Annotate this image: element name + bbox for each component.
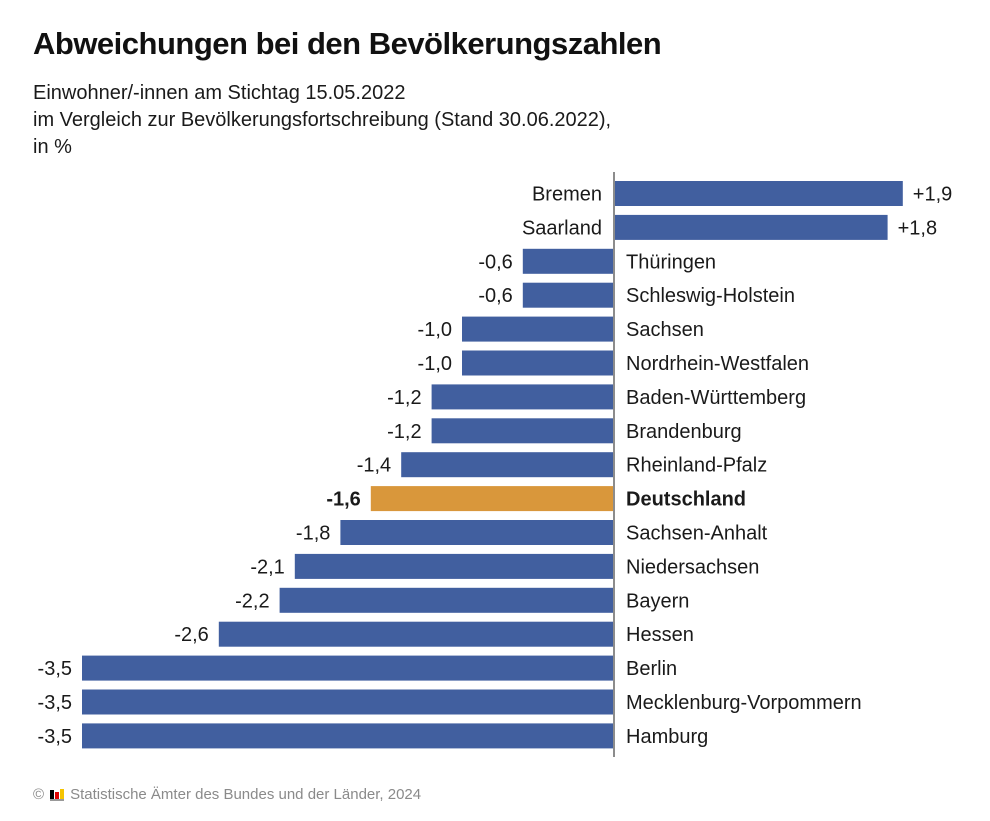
bar xyxy=(340,520,614,545)
bar xyxy=(82,655,614,681)
value-label: -1,2 xyxy=(387,421,421,443)
category-label: Saarland xyxy=(522,217,602,239)
bar xyxy=(614,181,903,206)
chart-title: Abweichungen bei den Bevölkerungszahlen xyxy=(33,26,662,61)
category-label: Nordrhein-Westfalen xyxy=(626,353,809,375)
statistik-logo-icon xyxy=(50,788,65,801)
chart-subtitle: Einwohner/-innen am Stichtag 15.05.2022 … xyxy=(33,80,611,161)
bar xyxy=(279,587,614,613)
subtitle-line: im Vergleich zur Bevölkerungsfortschreib… xyxy=(33,109,612,131)
copyright-symbol: © xyxy=(33,786,45,803)
bar xyxy=(82,689,614,715)
value-label: -0,6 xyxy=(478,285,512,307)
value-label: -3,5 xyxy=(38,692,72,714)
bar xyxy=(370,486,614,512)
category-label: Niedersachsen xyxy=(626,556,759,578)
category-label: Sachsen xyxy=(626,319,704,341)
category-label: Berlin xyxy=(626,658,677,680)
value-label: -2,6 xyxy=(174,624,208,646)
value-label: -1,6 xyxy=(326,489,360,511)
subtitle-line: in % xyxy=(33,136,72,158)
category-label: Hamburg xyxy=(626,726,708,748)
bar xyxy=(218,621,615,647)
bar xyxy=(401,452,614,478)
bar xyxy=(462,316,614,342)
bar xyxy=(82,723,614,749)
value-label: -0,6 xyxy=(478,251,512,273)
value-label: -3,5 xyxy=(38,658,72,680)
value-label: +1,9 xyxy=(913,184,952,206)
value-label: -1,0 xyxy=(418,319,452,341)
category-label: Schleswig-Holstein xyxy=(626,285,795,307)
category-label: Thüringen xyxy=(626,251,716,273)
bar xyxy=(431,384,614,410)
category-label: Bremen xyxy=(532,184,602,206)
category-label: Brandenburg xyxy=(626,421,742,443)
category-label: Sachsen-Anhalt xyxy=(626,523,768,545)
value-label: -2,2 xyxy=(235,590,269,612)
value-label: -1,0 xyxy=(418,353,452,375)
category-label: Baden-Württemberg xyxy=(626,387,806,409)
value-label: -3,5 xyxy=(38,726,72,748)
value-label: -1,8 xyxy=(296,523,330,545)
value-label: -1,2 xyxy=(387,387,421,409)
bar xyxy=(431,418,614,444)
footer: © Statistische Ämter des Bundes und der … xyxy=(33,786,421,803)
bar xyxy=(614,214,888,240)
category-label: Mecklenburg-Vorpommern xyxy=(626,692,862,714)
bar xyxy=(522,248,614,274)
value-label: -1,4 xyxy=(357,455,391,477)
subtitle-line: Einwohner/-innen am Stichtag 15.05.2022 xyxy=(33,82,406,104)
value-label: -2,1 xyxy=(250,556,284,578)
category-label: Bayern xyxy=(626,590,689,612)
bar xyxy=(462,350,614,376)
bar xyxy=(294,553,614,579)
source-text: Statistische Ämter des Bundes und der Lä… xyxy=(70,786,422,803)
category-label: Hessen xyxy=(626,624,694,646)
category-label: Rheinland-Pfalz xyxy=(626,455,767,477)
value-label: +1,8 xyxy=(898,217,937,239)
bar xyxy=(522,282,614,308)
category-label: Deutschland xyxy=(626,489,746,511)
